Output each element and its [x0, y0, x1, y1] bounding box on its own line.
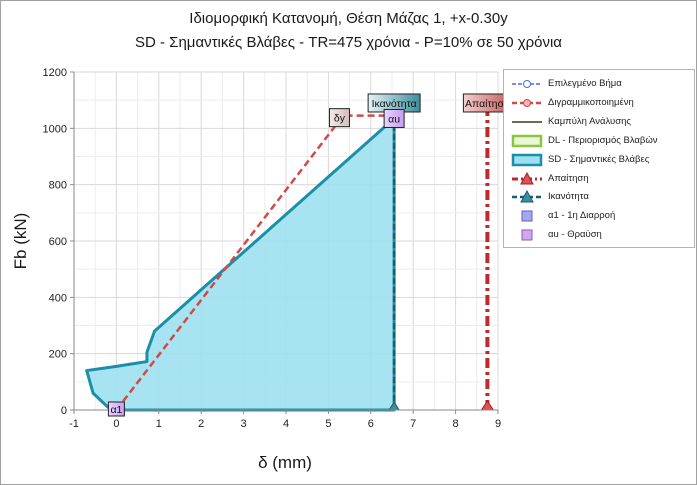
legend-item: Ικανότητα	[504, 188, 694, 206]
legend-symbol	[510, 208, 544, 224]
series-bilinear-line	[115, 114, 397, 411]
annotation-a1-box	[107, 401, 125, 417]
legend-label: Διγραμμικοποιημένη	[548, 96, 634, 108]
series-layer	[85, 111, 495, 412]
annotations: Απαίτηση Ικανότητα αu δy α1	[107, 93, 512, 417]
x-tick-label: 6	[368, 418, 374, 430]
x-axis-label: δ (mm)	[258, 453, 312, 472]
legend-symbol	[510, 227, 544, 243]
legend-item: DL - Περιορισμός Βλαβών	[504, 132, 694, 150]
annotation-capacity: Ικανότητα	[372, 98, 417, 110]
chart-subtitle: SD - Σημαντικές Βλάβες - TR=475 χρόνια -…	[135, 34, 562, 51]
legend-symbol	[510, 133, 544, 149]
legend-label: α1 - 1η Διαρροή	[548, 210, 616, 222]
x-tick-label: 7	[410, 418, 416, 430]
annotation-demand: Απαίτηση	[465, 98, 510, 110]
x-tick-label: 0	[113, 418, 119, 430]
legend: Επιλεγμένο Βήμα Διγραμμικοποιημένη Καμπύλη…	[503, 69, 695, 248]
legend-item: SD - Σημαντικές Βλάβες	[504, 151, 694, 169]
legend-symbol	[510, 171, 544, 187]
y-tick-label: 600	[49, 236, 67, 248]
legend-symbol	[510, 95, 544, 111]
legend-label: Καμπύλη Ανάλυσης	[548, 115, 631, 127]
y-tick-label: 0	[61, 405, 67, 417]
legend-symbol	[510, 114, 544, 130]
y-tick-label: 200	[49, 349, 67, 361]
x-tick-label: 9	[495, 418, 501, 430]
legend-item: Απαίτηση	[504, 170, 694, 188]
legend-item: Καμπύλη Ανάλυσης	[504, 113, 694, 131]
legend-label: Επιλεγμένο Βήμα	[548, 78, 622, 89]
legend-label: αu - Θραύση	[548, 229, 602, 241]
chart-title: Ιδιομορφική Κατανομή, Θέση Μάζας 1, +x-0…	[189, 10, 508, 27]
legend-item: Επιλεγμένο Βήμα	[504, 75, 694, 93]
y-tick-label: 800	[49, 180, 67, 192]
y-axis-label: Fb (kN)	[11, 213, 30, 270]
annotation-dy: δy	[334, 113, 346, 125]
legend-item: Διγραμμικοποιημένη	[504, 94, 694, 112]
annotation-au-box	[383, 108, 405, 128]
x-tick-label: 5	[325, 418, 331, 430]
annotation-au: αu	[388, 113, 400, 125]
legend-symbol	[510, 152, 544, 168]
annotation-a1: α1	[110, 404, 122, 416]
legend-symbol	[510, 189, 544, 205]
x-tick-label: 1	[156, 418, 162, 430]
x-tick-label: 4	[283, 418, 289, 430]
legend-item: α1 - 1η Διαρροή	[504, 207, 694, 225]
legend-label: SD - Σημαντικές Βλάβες	[548, 153, 650, 165]
y-tick-label: 1200	[43, 67, 67, 79]
legend-symbol	[510, 76, 544, 92]
legend-item: αu - Θραύση	[504, 226, 694, 244]
y-tick-label: 1000	[43, 123, 67, 135]
y-tick-label: 400	[49, 292, 67, 304]
legend-label: Απαίτηση	[548, 172, 589, 184]
legend-label: Ικανότητα	[548, 191, 589, 203]
annotation-dy-box	[328, 108, 350, 128]
x-tick-label: 3	[241, 418, 247, 430]
x-tick-label: 2	[198, 418, 204, 430]
legend-label: DL - Περιορισμός Βλαβών	[548, 134, 658, 146]
x-tick-label: 8	[453, 418, 459, 430]
x-tick-label: -1	[69, 418, 79, 430]
